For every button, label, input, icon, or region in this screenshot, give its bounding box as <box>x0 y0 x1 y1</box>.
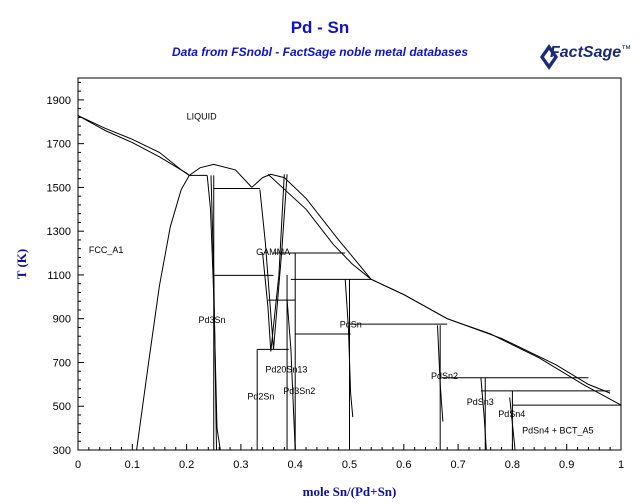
phase-region-label: PdSn4 <box>498 409 525 419</box>
phase-region-label: FCC_A1 <box>89 245 124 255</box>
x-tick-label: 0.4 <box>288 459 303 471</box>
y-tick-label: 500 <box>53 401 71 413</box>
x-tick-label: 0.9 <box>559 459 574 471</box>
factsage-logo-text: FactSage™ <box>550 44 632 61</box>
phase-region-label: GAMMA <box>256 247 290 257</box>
phase-region-label: PdSn3 <box>467 397 494 407</box>
x-tick-label: 0.8 <box>505 459 520 471</box>
x-tick-label: 0.5 <box>342 459 357 471</box>
x-tick-label: 0.1 <box>125 459 140 471</box>
phase-boundary-curve <box>286 300 296 451</box>
phase-region-label: Pd3Sn <box>199 315 226 325</box>
y-tick-label: 1700 <box>47 139 71 151</box>
phase-region-label: Pd20Sn13 <box>265 364 307 374</box>
axis-ticks: 0 0.1 0.2 0.3 0.4 0.5 0.6 0.7 0.8 0.9 130050070090… <box>47 81 624 471</box>
phase-region-label: LIQUID <box>187 112 218 122</box>
phase-boundary-curve <box>189 163 253 188</box>
y-tick-label: 1300 <box>47 226 71 238</box>
x-tick-label: 1 <box>618 459 624 471</box>
phase-region-label: PdSn2 <box>431 371 458 381</box>
phase-boundary-curve <box>262 174 285 352</box>
y-tick-label: 700 <box>53 357 71 369</box>
phase-region-label: Pd3Sn2 <box>283 386 315 396</box>
x-tick-label: 0.2 <box>179 459 194 471</box>
chart-subtitle: Data from FSnobl - FactSage noble metal … <box>171 45 469 59</box>
phase-boundary-curve <box>136 175 190 451</box>
x-tick-label: 0.3 <box>233 459 248 471</box>
phase-boundary-curve <box>370 278 611 394</box>
phase-region-label: Pd2Sn <box>247 392 274 402</box>
y-tick-label: 1500 <box>47 182 71 194</box>
x-axis-label: mole Sn/(Pd+Sn) <box>303 484 397 499</box>
factsage-logo-icon <box>540 44 558 70</box>
phase-boundary-curve <box>267 173 372 280</box>
phase-boundaries <box>77 115 622 451</box>
x-tick-label: 0.6 <box>396 459 411 471</box>
factsage-logo <box>538 40 620 74</box>
x-tick-label: 0 <box>75 459 81 471</box>
phase-boundary-curve <box>77 115 190 176</box>
phase-region-label: PdSn <box>340 319 362 329</box>
y-axis-label: T (K) <box>14 249 29 279</box>
y-tick-label: 1900 <box>47 95 71 107</box>
x-tick-label: 0.7 <box>450 459 465 471</box>
phase-region-label: PdSn4 + BCT_A5 <box>522 426 593 436</box>
y-tick-label: 900 <box>53 314 71 326</box>
y-tick-label: 1100 <box>47 270 71 282</box>
phase-region-labels: LIQUID FCC_A1 GAMMA Pd3Sn Pd20Sn13 Pd2Sn Pd3Sn… <box>89 112 594 436</box>
y-tick-label: 300 <box>53 445 71 457</box>
chart-title: Pd - Sn <box>290 18 350 37</box>
